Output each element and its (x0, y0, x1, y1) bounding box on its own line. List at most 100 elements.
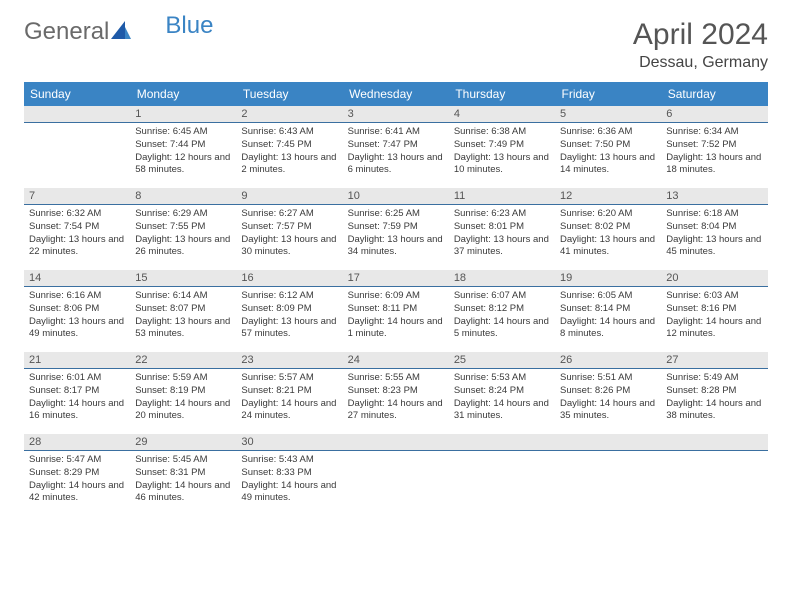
day-number-bar: 12 (555, 188, 661, 205)
calendar-cell: 26Sunrise: 5:51 AMSunset: 8:26 PMDayligh… (555, 352, 661, 434)
brand-part1: General (24, 18, 109, 46)
calendar-cell: 21Sunrise: 6:01 AMSunset: 8:17 PMDayligh… (24, 352, 130, 434)
day-details: Sunrise: 5:55 AMSunset: 8:23 PMDaylight:… (343, 369, 449, 427)
weekday-header: Tuesday (236, 82, 342, 106)
day-details: Sunrise: 6:25 AMSunset: 7:59 PMDaylight:… (343, 205, 449, 263)
day-details: Sunrise: 6:34 AMSunset: 7:52 PMDaylight:… (661, 123, 767, 181)
day-number-bar: 25 (449, 352, 555, 369)
day-details: Sunrise: 6:12 AMSunset: 8:09 PMDaylight:… (236, 287, 342, 345)
day-number-bar (661, 434, 767, 451)
day-details: Sunrise: 6:27 AMSunset: 7:57 PMDaylight:… (236, 205, 342, 263)
day-details: Sunrise: 6:43 AMSunset: 7:45 PMDaylight:… (236, 123, 342, 181)
day-details: Sunrise: 6:09 AMSunset: 8:11 PMDaylight:… (343, 287, 449, 345)
calendar-cell: 4Sunrise: 6:38 AMSunset: 7:49 PMDaylight… (449, 106, 555, 188)
calendar-cell: 8Sunrise: 6:29 AMSunset: 7:55 PMDaylight… (130, 188, 236, 270)
day-number-bar: 22 (130, 352, 236, 369)
calendar-cell: 13Sunrise: 6:18 AMSunset: 8:04 PMDayligh… (661, 188, 767, 270)
day-number-bar: 20 (661, 270, 767, 287)
day-number-bar: 11 (449, 188, 555, 205)
calendar-cell: 24Sunrise: 5:55 AMSunset: 8:23 PMDayligh… (343, 352, 449, 434)
brand-logo: General Blue (24, 18, 213, 46)
day-details: Sunrise: 5:53 AMSunset: 8:24 PMDaylight:… (449, 369, 555, 427)
calendar-cell: 29Sunrise: 5:45 AMSunset: 8:31 PMDayligh… (130, 434, 236, 516)
calendar-week-row: 1Sunrise: 6:45 AMSunset: 7:44 PMDaylight… (24, 106, 768, 188)
day-details: Sunrise: 6:36 AMSunset: 7:50 PMDaylight:… (555, 123, 661, 181)
day-details: Sunrise: 6:01 AMSunset: 8:17 PMDaylight:… (24, 369, 130, 427)
day-number-bar: 16 (236, 270, 342, 287)
calendar-body: 1Sunrise: 6:45 AMSunset: 7:44 PMDaylight… (24, 106, 768, 516)
day-details: Sunrise: 6:32 AMSunset: 7:54 PMDaylight:… (24, 205, 130, 263)
day-number-bar: 9 (236, 188, 342, 205)
calendar-cell: 20Sunrise: 6:03 AMSunset: 8:16 PMDayligh… (661, 270, 767, 352)
day-number-bar: 27 (661, 352, 767, 369)
title-block: April 2024 Dessau, Germany (633, 18, 768, 72)
brand-part2: Blue (165, 12, 213, 40)
calendar-cell: 16Sunrise: 6:12 AMSunset: 8:09 PMDayligh… (236, 270, 342, 352)
calendar-cell: 18Sunrise: 6:07 AMSunset: 8:12 PMDayligh… (449, 270, 555, 352)
calendar-cell (449, 434, 555, 516)
day-number-bar: 7 (24, 188, 130, 205)
calendar-cell: 11Sunrise: 6:23 AMSunset: 8:01 PMDayligh… (449, 188, 555, 270)
day-details: Sunrise: 5:45 AMSunset: 8:31 PMDaylight:… (130, 451, 236, 509)
calendar-cell: 30Sunrise: 5:43 AMSunset: 8:33 PMDayligh… (236, 434, 342, 516)
day-number-bar: 4 (449, 106, 555, 123)
day-number-bar: 26 (555, 352, 661, 369)
calendar-cell: 28Sunrise: 5:47 AMSunset: 8:29 PMDayligh… (24, 434, 130, 516)
day-number-bar: 17 (343, 270, 449, 287)
calendar-cell: 10Sunrise: 6:25 AMSunset: 7:59 PMDayligh… (343, 188, 449, 270)
weekday-header: Wednesday (343, 82, 449, 106)
calendar-cell: 17Sunrise: 6:09 AMSunset: 8:11 PMDayligh… (343, 270, 449, 352)
day-number-bar: 8 (130, 188, 236, 205)
day-number-bar: 14 (24, 270, 130, 287)
location-label: Dessau, Germany (633, 54, 768, 72)
day-number-bar: 15 (130, 270, 236, 287)
day-details: Sunrise: 6:20 AMSunset: 8:02 PMDaylight:… (555, 205, 661, 263)
day-number-bar (555, 434, 661, 451)
day-details: Sunrise: 5:51 AMSunset: 8:26 PMDaylight:… (555, 369, 661, 427)
day-number-bar: 28 (24, 434, 130, 451)
calendar-week-row: 14Sunrise: 6:16 AMSunset: 8:06 PMDayligh… (24, 270, 768, 352)
calendar-cell: 27Sunrise: 5:49 AMSunset: 8:28 PMDayligh… (661, 352, 767, 434)
day-number-bar: 21 (24, 352, 130, 369)
calendar-week-row: 21Sunrise: 6:01 AMSunset: 8:17 PMDayligh… (24, 352, 768, 434)
header: General Blue April 2024 Dessau, Germany (24, 18, 768, 72)
day-number-bar: 10 (343, 188, 449, 205)
calendar-cell: 22Sunrise: 5:59 AMSunset: 8:19 PMDayligh… (130, 352, 236, 434)
weekday-header: Friday (555, 82, 661, 106)
calendar-header-row: SundayMondayTuesdayWednesdayThursdayFrid… (24, 82, 768, 106)
calendar-cell: 3Sunrise: 6:41 AMSunset: 7:47 PMDaylight… (343, 106, 449, 188)
day-details: Sunrise: 6:41 AMSunset: 7:47 PMDaylight:… (343, 123, 449, 181)
day-number-bar: 29 (130, 434, 236, 451)
day-number-bar: 30 (236, 434, 342, 451)
day-number-bar: 6 (661, 106, 767, 123)
day-details: Sunrise: 5:57 AMSunset: 8:21 PMDaylight:… (236, 369, 342, 427)
calendar-week-row: 28Sunrise: 5:47 AMSunset: 8:29 PMDayligh… (24, 434, 768, 516)
calendar-cell: 2Sunrise: 6:43 AMSunset: 7:45 PMDaylight… (236, 106, 342, 188)
day-details: Sunrise: 6:38 AMSunset: 7:49 PMDaylight:… (449, 123, 555, 181)
day-details: Sunrise: 6:29 AMSunset: 7:55 PMDaylight:… (130, 205, 236, 263)
day-details: Sunrise: 6:45 AMSunset: 7:44 PMDaylight:… (130, 123, 236, 181)
day-number-bar: 24 (343, 352, 449, 369)
calendar-week-row: 7Sunrise: 6:32 AMSunset: 7:54 PMDaylight… (24, 188, 768, 270)
day-details: Sunrise: 6:14 AMSunset: 8:07 PMDaylight:… (130, 287, 236, 345)
calendar-cell: 5Sunrise: 6:36 AMSunset: 7:50 PMDaylight… (555, 106, 661, 188)
day-number-bar (449, 434, 555, 451)
day-details: Sunrise: 5:59 AMSunset: 8:19 PMDaylight:… (130, 369, 236, 427)
day-details: Sunrise: 6:03 AMSunset: 8:16 PMDaylight:… (661, 287, 767, 345)
calendar-cell: 25Sunrise: 5:53 AMSunset: 8:24 PMDayligh… (449, 352, 555, 434)
calendar-cell (343, 434, 449, 516)
day-number-bar (343, 434, 449, 451)
day-details: Sunrise: 5:47 AMSunset: 8:29 PMDaylight:… (24, 451, 130, 509)
day-details: Sunrise: 6:16 AMSunset: 8:06 PMDaylight:… (24, 287, 130, 345)
day-number-bar: 1 (130, 106, 236, 123)
calendar-table: SundayMondayTuesdayWednesdayThursdayFrid… (24, 82, 768, 516)
weekday-header: Thursday (449, 82, 555, 106)
calendar-cell: 14Sunrise: 6:16 AMSunset: 8:06 PMDayligh… (24, 270, 130, 352)
day-number-bar: 18 (449, 270, 555, 287)
calendar-cell: 6Sunrise: 6:34 AMSunset: 7:52 PMDaylight… (661, 106, 767, 188)
weekday-header: Monday (130, 82, 236, 106)
day-number-bar: 2 (236, 106, 342, 123)
calendar-cell: 1Sunrise: 6:45 AMSunset: 7:44 PMDaylight… (130, 106, 236, 188)
day-details: Sunrise: 6:18 AMSunset: 8:04 PMDaylight:… (661, 205, 767, 263)
weekday-header: Sunday (24, 82, 130, 106)
